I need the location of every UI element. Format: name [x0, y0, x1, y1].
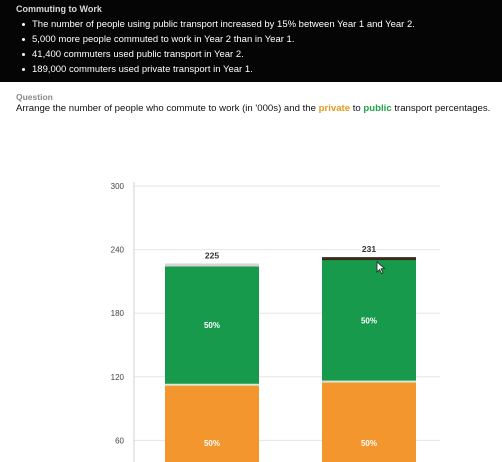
- public-percent-label: 50%: [361, 316, 377, 325]
- public-keyword: public: [363, 103, 392, 114]
- bar-top-handle[interactable]: [322, 257, 416, 261]
- info-bullet: 41,400 commuters used public transport i…: [22, 47, 502, 62]
- question-text-part: transport percentages.: [391, 103, 491, 114]
- bar-total-label: 231: [362, 244, 376, 254]
- bar-private[interactable]: [322, 381, 416, 462]
- bar-public[interactable]: [165, 265, 259, 385]
- public-percent-label: 50%: [204, 321, 220, 330]
- bar-private[interactable]: [165, 384, 259, 462]
- bar-total-label: 225: [205, 251, 219, 261]
- y-tick-label: 120: [111, 373, 125, 382]
- private-percent-label: 50%: [204, 439, 220, 448]
- mouse-cursor-icon: [376, 261, 386, 275]
- private-keyword: private: [318, 103, 351, 114]
- info-bullet: 189,000 commuters used private transport…: [22, 62, 502, 77]
- question-text-part: to: [350, 103, 364, 114]
- info-panel: Commuting to Work The number of people u…: [0, 0, 502, 82]
- y-tick-label: 180: [111, 309, 125, 318]
- question-text-part: Arrange the number of people who commute…: [16, 103, 319, 114]
- y-tick-label: 300: [111, 182, 125, 191]
- info-title: Commuting to Work: [16, 4, 102, 14]
- segment-divider-handle[interactable]: [165, 383, 259, 386]
- y-tick-label: 60: [115, 436, 124, 445]
- question-label: Question: [16, 92, 53, 102]
- segment-divider-handle[interactable]: [322, 380, 416, 383]
- bar-top-handle[interactable]: [165, 263, 259, 267]
- bar-public[interactable]: [322, 259, 416, 382]
- info-bullet: The number of people using public transp…: [22, 17, 502, 32]
- info-bullet: 5,000 more people commuted to work in Ye…: [22, 32, 502, 47]
- question-text: Arrange the number of people who commute…: [16, 103, 490, 114]
- info-bullet-list: The number of people using public transp…: [16, 17, 502, 77]
- y-tick-label: 240: [111, 246, 125, 255]
- private-percent-label: 50%: [361, 439, 377, 448]
